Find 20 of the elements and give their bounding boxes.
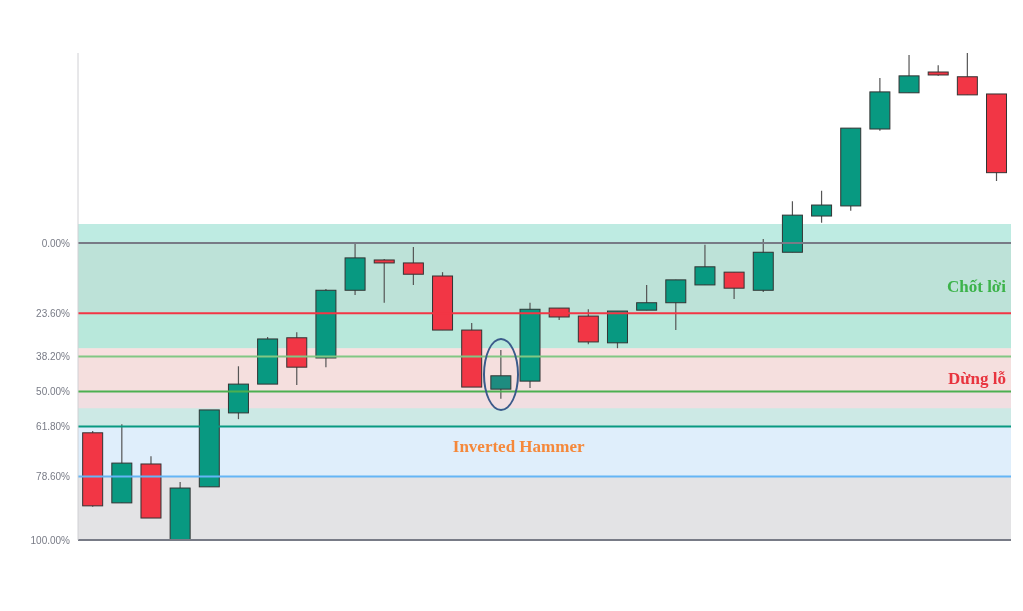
- candlestick: [723, 271, 745, 300]
- y-tick-label: 78.60%: [36, 471, 71, 482]
- candlestick: [694, 244, 716, 286]
- band-label: Chốt lời: [946, 277, 1007, 297]
- candlestick: [811, 190, 833, 224]
- candlestick: [402, 246, 424, 286]
- band-label: Dừng lỗ: [948, 369, 1006, 389]
- candlestick: [956, 53, 978, 96]
- candlestick: [373, 258, 395, 304]
- candlestick: [665, 279, 687, 331]
- y-tick-label: 0.00%: [41, 237, 71, 249]
- candlestick: [898, 54, 920, 94]
- y-tick-label: 23.60%: [36, 307, 71, 319]
- y-tick-label: 100.00%: [30, 534, 71, 546]
- y-tick-label: 38.20%: [36, 351, 71, 363]
- annotation: Inverted Hammer: [452, 436, 585, 457]
- candlestick: [490, 349, 512, 400]
- y-tick-label: 61.80%: [36, 421, 71, 433]
- y-tick-label: 50.00%: [36, 386, 71, 398]
- candlestick: [636, 284, 658, 311]
